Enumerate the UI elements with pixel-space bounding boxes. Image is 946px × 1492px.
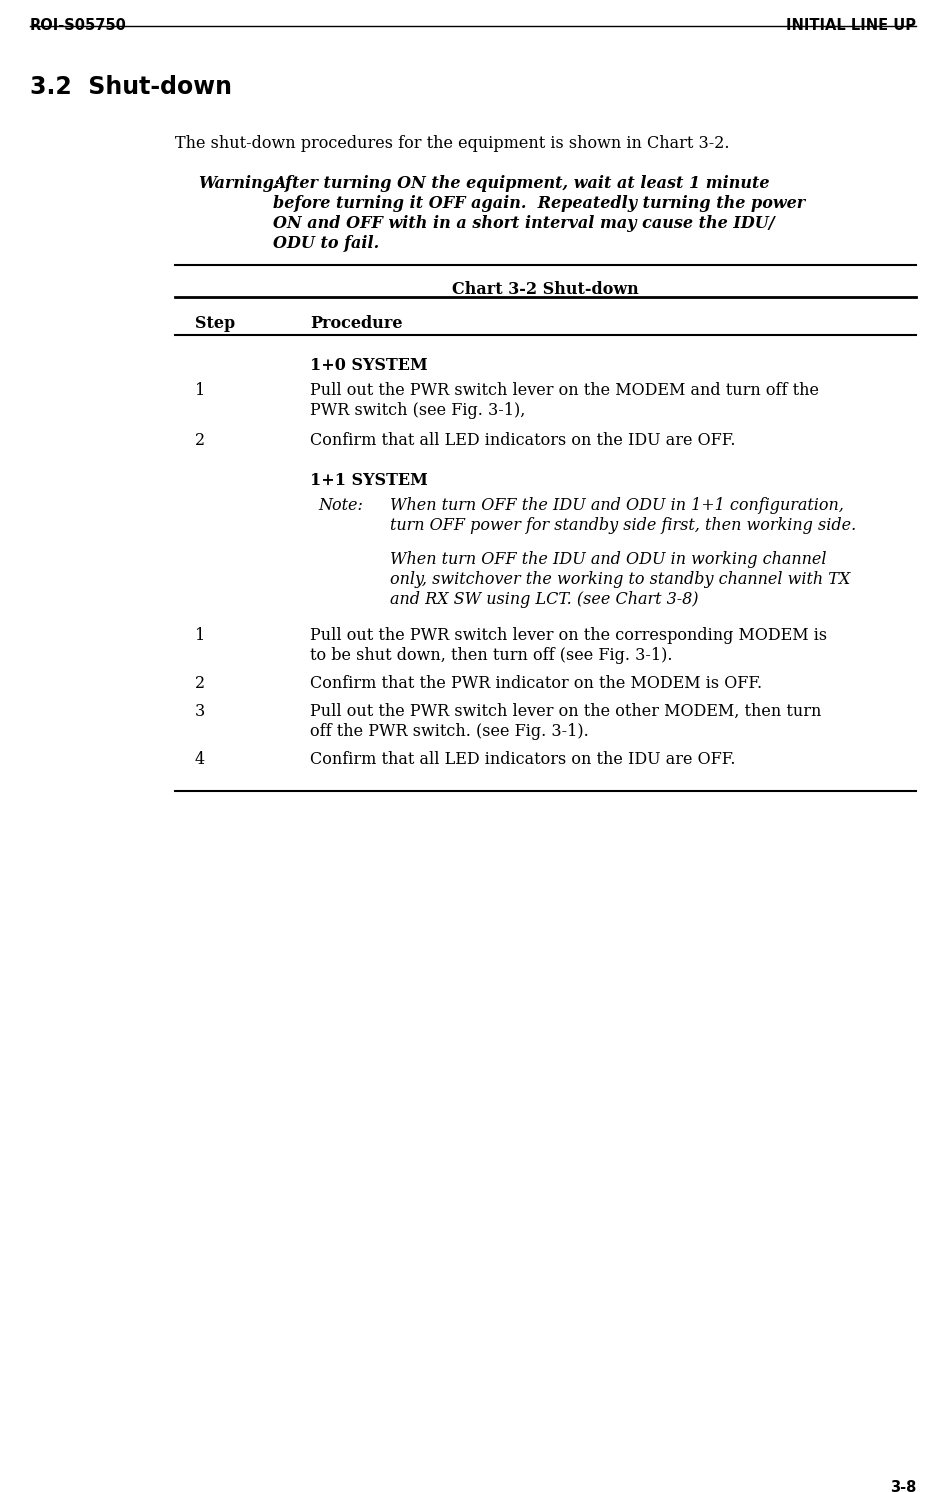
Text: Confirm that the PWR indicator on the MODEM is OFF.: Confirm that the PWR indicator on the MO… xyxy=(310,674,762,692)
Text: turn OFF power for standby side first, then working side.: turn OFF power for standby side first, t… xyxy=(390,518,856,534)
Text: ODU to fail.: ODU to fail. xyxy=(273,236,379,252)
Text: 3.2  Shut-down: 3.2 Shut-down xyxy=(30,75,232,98)
Text: ROI-S05750: ROI-S05750 xyxy=(30,18,127,33)
Text: Pull out the PWR switch lever on the other MODEM, then turn: Pull out the PWR switch lever on the oth… xyxy=(310,703,821,721)
Text: INITIAL LINE UP: INITIAL LINE UP xyxy=(786,18,916,33)
Text: Note:: Note: xyxy=(318,497,363,515)
Text: 2: 2 xyxy=(195,433,205,449)
Text: 3-8: 3-8 xyxy=(889,1480,916,1492)
Text: 1+0 SYSTEM: 1+0 SYSTEM xyxy=(310,357,428,374)
Text: Confirm that all LED indicators on the IDU are OFF.: Confirm that all LED indicators on the I… xyxy=(310,433,735,449)
Text: off the PWR switch. (see Fig. 3-1).: off the PWR switch. (see Fig. 3-1). xyxy=(310,724,588,740)
Text: 3: 3 xyxy=(195,703,205,721)
Text: to be shut down, then turn off (see Fig. 3-1).: to be shut down, then turn off (see Fig.… xyxy=(310,648,673,664)
Text: 1+1 SYSTEM: 1+1 SYSTEM xyxy=(310,471,428,489)
Text: Warning:: Warning: xyxy=(198,175,280,192)
Text: 4: 4 xyxy=(195,750,205,768)
Text: ON and OFF with in a short interval may cause the IDU/: ON and OFF with in a short interval may … xyxy=(273,215,775,231)
Text: Step: Step xyxy=(195,315,236,333)
Text: 2: 2 xyxy=(195,674,205,692)
Text: 1: 1 xyxy=(195,627,205,645)
Text: PWR switch (see Fig. 3-1),: PWR switch (see Fig. 3-1), xyxy=(310,401,525,419)
Text: Chart 3-2 Shut-down: Chart 3-2 Shut-down xyxy=(452,280,639,298)
Text: Pull out the PWR switch lever on the corresponding MODEM is: Pull out the PWR switch lever on the cor… xyxy=(310,627,827,645)
Text: Confirm that all LED indicators on the IDU are OFF.: Confirm that all LED indicators on the I… xyxy=(310,750,735,768)
Text: After turning ON the equipment, wait at least 1 minute: After turning ON the equipment, wait at … xyxy=(273,175,769,192)
Text: only, switchover the working to standby channel with TX: only, switchover the working to standby … xyxy=(390,571,850,588)
Text: before turning it OFF again.  Repeatedly turning the power: before turning it OFF again. Repeatedly … xyxy=(273,195,805,212)
Text: Procedure: Procedure xyxy=(310,315,402,333)
Text: The shut-down procedures for the equipment is shown in Chart 3-2.: The shut-down procedures for the equipme… xyxy=(175,134,729,152)
Text: Pull out the PWR switch lever on the MODEM and turn off the: Pull out the PWR switch lever on the MOD… xyxy=(310,382,819,398)
Text: When turn OFF the IDU and ODU in 1+1 configuration,: When turn OFF the IDU and ODU in 1+1 con… xyxy=(390,497,844,515)
Text: When turn OFF the IDU and ODU in working channel: When turn OFF the IDU and ODU in working… xyxy=(390,551,827,568)
Text: 1: 1 xyxy=(195,382,205,398)
Text: and RX SW using LCT. (see Chart 3-8): and RX SW using LCT. (see Chart 3-8) xyxy=(390,591,698,609)
